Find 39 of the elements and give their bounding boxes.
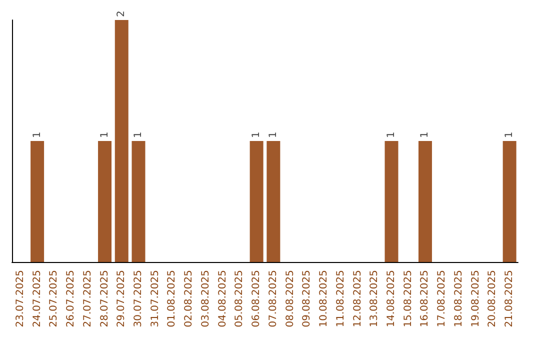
x-tick-label: 16.08.2025 — [420, 270, 431, 328]
x-tick-label: 20.08.2025 — [487, 270, 498, 328]
data-label: 1 — [386, 132, 397, 138]
x-tick-label: 09.08.2025 — [302, 270, 313, 328]
data-label: 2 — [116, 10, 128, 17]
x-tick-label: 13.08.2025 — [369, 270, 380, 328]
x-tick-label: 19.08.2025 — [470, 270, 482, 328]
x-tick-label: 01.08.2025 — [166, 270, 178, 328]
x-tick-label: 03.08.2025 — [200, 270, 212, 328]
x-tick-label: 30.07.2025 — [133, 270, 144, 328]
x-tick-label: 11.08.2025 — [335, 270, 346, 328]
x-tick-label: 05.08.2025 — [234, 270, 246, 328]
x-tick-label: 07.08.2025 — [268, 270, 279, 328]
x-tick-label: 12.08.2025 — [352, 270, 364, 328]
data-label: 1 — [504, 132, 516, 138]
x-tick-label: 28.07.2025 — [99, 270, 110, 328]
x-tick-label: 17.08.2025 — [436, 270, 448, 328]
x-tick-label: 26.07.2025 — [66, 270, 77, 328]
data-label: 1 — [420, 132, 431, 138]
x-tick-label: 29.07.2025 — [116, 270, 128, 328]
x-tick-label: 06.08.2025 — [251, 270, 262, 328]
data-label: 1 — [251, 132, 262, 138]
x-tick-label: 02.08.2025 — [184, 270, 195, 328]
x-tick-label: 15.08.2025 — [402, 270, 414, 328]
x-tick-label: 21.08.2025 — [504, 270, 516, 328]
data-label: 1 — [133, 132, 144, 138]
x-tick-label: 10.08.2025 — [318, 270, 330, 328]
x-tick-label: 27.07.2025 — [82, 270, 94, 328]
x-tick-label: 18.08.2025 — [453, 270, 464, 328]
x-tick-label: 04.08.2025 — [217, 270, 228, 328]
data-label: 1 — [99, 132, 110, 138]
x-tick-label: 23.07.2025 — [14, 270, 26, 328]
x-tick-label: 24.07.2025 — [32, 270, 43, 328]
data-label: 1 — [32, 132, 43, 138]
data-label: 1 — [268, 132, 279, 138]
x-tick-label: 31.07.2025 — [150, 270, 161, 328]
x-tick-label: 08.08.2025 — [284, 270, 296, 328]
x-tick-label: 25.07.2025 — [48, 270, 60, 328]
x-tick-label: 14.08.2025 — [386, 270, 397, 328]
